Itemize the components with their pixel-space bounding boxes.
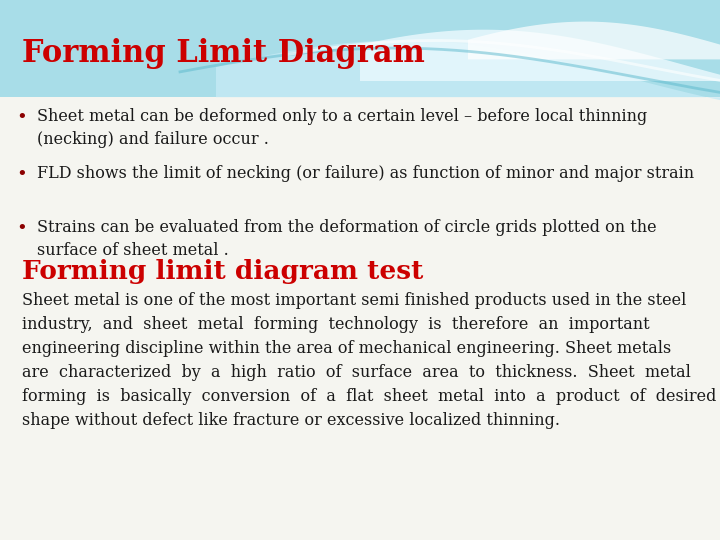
Text: •: • (16, 165, 27, 183)
Text: Forming limit diagram test: Forming limit diagram test (22, 259, 423, 284)
Polygon shape (216, 0, 720, 100)
Polygon shape (468, 0, 720, 59)
Text: FLD shows the limit of necking (or failure) as function of minor and major strai: FLD shows the limit of necking (or failu… (37, 165, 695, 181)
Text: Sheet metal is one of the most important semi finished products used in the stee: Sheet metal is one of the most important… (22, 292, 716, 429)
Polygon shape (360, 0, 720, 81)
Text: Forming Limit Diagram: Forming Limit Diagram (22, 38, 425, 69)
Text: •: • (16, 219, 27, 237)
Text: Strains can be evaluated from the deformation of circle grids plotted on the
sur: Strains can be evaluated from the deform… (37, 219, 657, 259)
Text: •: • (16, 108, 27, 126)
Text: Sheet metal can be deformed only to a certain level – before local thinning
(nec: Sheet metal can be deformed only to a ce… (37, 108, 648, 148)
Bar (0, 0, 720, 97)
